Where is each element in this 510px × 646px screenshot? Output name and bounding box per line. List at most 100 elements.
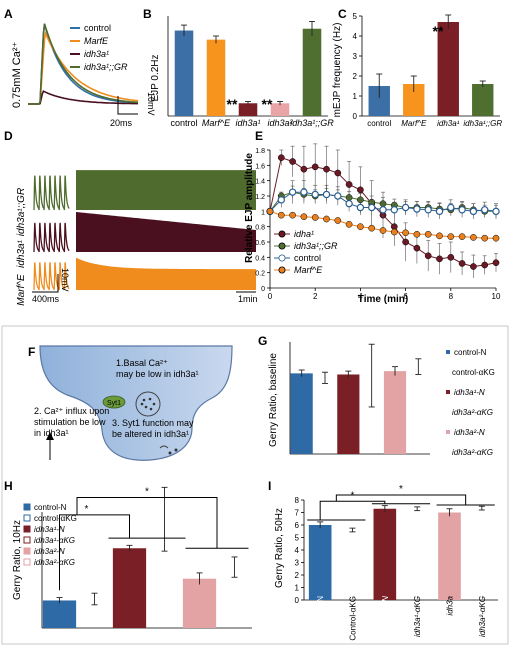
h-legend-label-3: idh3a¹-αKG — [34, 536, 75, 545]
e-point-control — [424, 206, 432, 214]
e-legend-label-control: control — [294, 253, 321, 263]
stars-b-idh3a1: ** — [227, 96, 238, 112]
panel-g-label: G — [258, 334, 267, 348]
e-point-control — [481, 206, 489, 214]
h-legend-label-4: idh3a²-N — [34, 547, 65, 556]
i-category-control-kg: Control-αKG — [349, 596, 358, 641]
e-point-control — [469, 207, 478, 216]
legend-idh3a1: idh3a¹ — [84, 49, 109, 59]
c-category-idh3a-gr: idh3a¹;;GR — [463, 119, 502, 128]
h-sig-bracket-1 — [59, 514, 130, 591]
panel-d-traces: idh3a¹;;GR idh3a¹ Marf^E 10mV 400ms 1min — [16, 170, 258, 306]
b-bar-idh3a-gr — [302, 28, 322, 116]
panel-c-chart: mEJP frequency (Hz) 0 1 2 3 4 5 control Marf^E i… — [332, 12, 502, 128]
slow-sweep-band-0 — [76, 170, 256, 210]
h-star-2: * — [145, 487, 149, 498]
e-point-marf-e — [424, 230, 432, 238]
e-point-marf-e — [458, 233, 466, 240]
e-ytick-label: 1.6 — [255, 163, 265, 170]
e-point-marf-e — [311, 214, 319, 221]
c-ytick-label: 4 — [353, 32, 358, 41]
e-point-idha — [402, 238, 409, 246]
i-ytick-label: 6 — [295, 521, 300, 530]
i-ytick-label: 8 — [295, 496, 300, 505]
panel-e-ylabel: Relative EJP amplitude — [244, 153, 255, 263]
i-ytick-label: 7 — [295, 509, 300, 518]
stars-b-idh3a2: ** — [262, 96, 273, 112]
g-legend-label-2: idh3a¹-N — [454, 388, 485, 397]
e-legend-label-marf-e: Marf^E — [294, 265, 323, 275]
panel-h-label: H — [4, 479, 13, 493]
e-point-idha — [413, 244, 421, 252]
h-legend-label-5: idh3a²-αKG — [34, 558, 75, 567]
panel-i-ylabel: Gerry Ratio, 50Hz — [274, 508, 285, 588]
hypothesis-2: 2. Ca²⁺ influx upon stimulation be low in … — [34, 406, 109, 438]
b-bar-control — [174, 30, 194, 116]
c-ytick-label: 0 — [353, 112, 358, 121]
i-ytick-label: 4 — [295, 546, 300, 555]
h-bar-control-n — [42, 600, 77, 628]
b-category-idh3a: idh3a² — [267, 118, 293, 128]
e-point-marf-e — [357, 223, 364, 231]
e-point-idha — [311, 163, 319, 171]
e-point-control — [379, 206, 387, 214]
i-category-idh3a-kg: idh3a²-αKG — [478, 596, 487, 637]
scale-bar-d1 — [32, 274, 59, 293]
e-xtick-label: 6 — [403, 292, 408, 301]
e-point-marf-e — [436, 232, 443, 240]
e-ytick-label: 0.8 — [255, 225, 265, 232]
e-xtick-label: 0 — [268, 292, 273, 301]
e-legend-label-idha: idha¹ — [294, 229, 314, 239]
fast-sweep-0 — [33, 175, 70, 211]
e-point-control — [401, 203, 410, 212]
i-ytick-label: 2 — [295, 571, 300, 580]
panel-g-chart: Gerry Ratio, baseline control-N control-α… — [268, 342, 495, 457]
h-legend-swatch-5 — [23, 558, 31, 566]
h-legend-label-2: idh3a¹-N — [34, 525, 65, 534]
i-category-idh3a-n: idh3a¹-N — [381, 596, 390, 627]
e-point-marf-e — [368, 224, 376, 232]
e-xtick-label: 4 — [358, 292, 363, 301]
e-legend-marker-idha — [278, 230, 286, 238]
panel-h-ylabel: Gerry Ratio, 10Hz — [12, 520, 23, 600]
e-point-control — [435, 207, 444, 216]
trace-idh3a1-gr — [28, 23, 139, 105]
panel-b-chart: EJP 0.2Hz control Marf^E idh3a¹ idh3a²idh3a… — [150, 16, 334, 128]
legend-marf: MarfE — [84, 36, 109, 46]
e-point-control — [277, 196, 285, 204]
slow-sweep-band-1 — [76, 212, 256, 252]
e-point-idha — [289, 158, 296, 165]
i-ytick-label: 0 — [295, 596, 300, 605]
e-point-control — [390, 206, 398, 214]
e-point-control — [458, 206, 466, 214]
c-category-idh3a: idh3a¹ — [437, 119, 460, 128]
fast-sweep-2 — [33, 262, 70, 291]
e-point-control — [322, 190, 331, 199]
fast-sweep-1 — [33, 222, 70, 253]
legend-idh3a1-gr: idh3a¹;;GR — [84, 62, 128, 72]
b-category-idh3a: idh3a¹ — [235, 118, 260, 128]
i-category-control-n: Control-N — [316, 596, 325, 630]
g-legend-label-4: idh3a²-N — [454, 428, 485, 437]
h-sig-bracket-2 — [76, 497, 218, 549]
row-label-gr: idh3a¹;;GR — [16, 188, 27, 236]
g-legend-swatch-4 — [446, 430, 450, 434]
g-bar-idh3a — [383, 371, 407, 454]
b-bar-marf-e — [206, 39, 226, 116]
scale-t2-d: 1min — [238, 294, 258, 304]
released-vesicle-2 — [174, 448, 178, 452]
panel-e-legend: idha¹ idh3a¹;;GR control Marf^E — [274, 229, 338, 275]
c-bar-marf-e — [403, 84, 425, 116]
e-point-marf-e — [289, 211, 296, 219]
e-ytick-label: 0 — [261, 286, 265, 293]
i-sig-bracket-2 — [335, 494, 467, 505]
e-xtick-label: 2 — [313, 292, 318, 301]
e-point-idha — [357, 186, 364, 194]
e-point-idha — [345, 181, 353, 188]
panel-e-label: E — [255, 129, 263, 143]
i-ytick-label: 1 — [295, 584, 300, 593]
e-ytick-label: 0.6 — [255, 240, 265, 247]
i-category-idh3a: idh3a — [446, 595, 455, 615]
e-ytick-label: 0.4 — [255, 255, 265, 262]
